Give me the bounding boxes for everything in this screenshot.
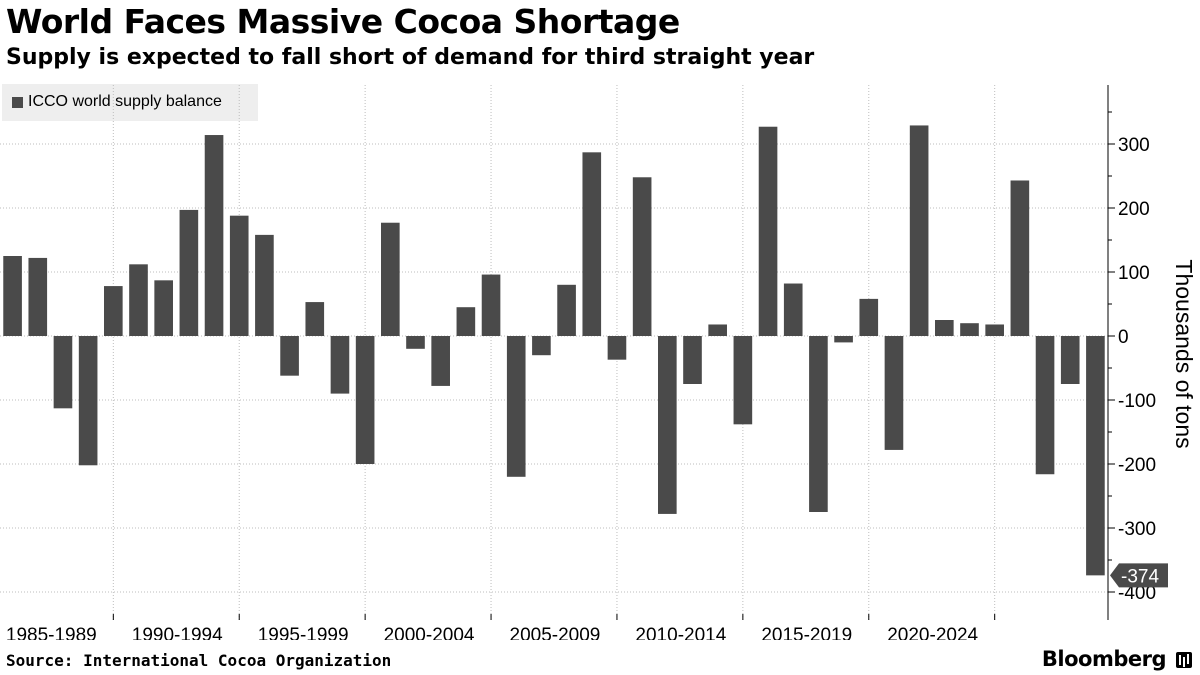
bar (229, 215, 249, 336)
value-callout-box (1110, 563, 1168, 588)
source-note: Source: International Cocoa Organization (6, 651, 392, 670)
bar (330, 336, 350, 394)
bar (532, 336, 551, 356)
y-tick-label: -300 (1118, 519, 1156, 540)
bar (53, 336, 73, 409)
y-tick-label: -100 (1118, 391, 1156, 412)
bloomberg-chart-icon (1176, 652, 1192, 668)
bar (1060, 336, 1080, 384)
x-tick-label: 2000-2004 (384, 625, 475, 640)
bars (3, 125, 1105, 576)
bar (456, 307, 476, 336)
bar (708, 324, 727, 336)
bar (1086, 336, 1105, 576)
x-tick-label: 1995-1999 (258, 625, 349, 640)
legend-swatch (12, 97, 23, 108)
gridlines (0, 85, 1108, 620)
bar (909, 125, 929, 336)
bar (607, 336, 627, 360)
bar (355, 336, 375, 464)
y-tick-label: 200 (1118, 199, 1150, 220)
chart-title: World Faces Massive Cocoa Shortage (6, 2, 680, 41)
bar (280, 336, 299, 376)
bar (783, 283, 803, 336)
bar (935, 320, 954, 336)
bar (557, 284, 576, 336)
bar (985, 324, 1004, 336)
x-tick-label: 2010-2014 (635, 625, 726, 640)
x-tick-label: 1990-1994 (132, 625, 223, 640)
bar (154, 280, 173, 336)
bar (78, 336, 98, 466)
bar (582, 152, 602, 336)
x-tick-label: 2005-2009 (510, 625, 601, 640)
value-callout-label: -374 (1121, 566, 1159, 587)
bar (632, 177, 652, 336)
bar (431, 336, 450, 386)
bar (104, 286, 123, 336)
bar (28, 257, 48, 336)
x-tick-label: 2020-2024 (887, 625, 978, 640)
x-tick-label: 1985-1989 (6, 625, 97, 640)
bar (658, 336, 677, 514)
chart-subtitle: Supply is expected to fall short of dema… (6, 45, 815, 70)
bar (381, 222, 400, 336)
bar (3, 256, 22, 336)
y-tick-label: 0 (1118, 327, 1129, 348)
bar (859, 298, 879, 336)
bar (406, 336, 425, 349)
y-axis-title: Thousands of tons (1171, 259, 1197, 448)
bar (129, 264, 148, 336)
bar (834, 336, 853, 343)
bar (255, 234, 274, 336)
bar (884, 336, 904, 450)
bar (1010, 180, 1030, 336)
y-tick-label: -200 (1118, 455, 1156, 476)
bar (305, 302, 325, 336)
bar (1035, 336, 1055, 475)
x-tick-label: 2015-2019 (761, 625, 852, 640)
bar (683, 336, 702, 384)
chart-legend: ICCO world supply balance (2, 84, 258, 121)
value-callout: -374 (1110, 563, 1168, 588)
bar-chart: -400 -300 -200 -100 0 100 200 300 1985-1989 1990… (0, 85, 1197, 640)
bar (758, 126, 778, 336)
bar (481, 274, 501, 336)
bar (733, 336, 753, 425)
bar (809, 336, 828, 512)
bar (506, 336, 526, 477)
x-axis-labels: 1985-1989 1990-1994 1995-1999 2000-2004 2005… (6, 625, 979, 640)
bar (204, 135, 224, 336)
bar (960, 323, 979, 336)
y-tick-label: 300 (1118, 135, 1150, 156)
y-tick-label: -400 (1118, 583, 1156, 604)
bar (179, 209, 199, 336)
y-tick-label: 100 (1118, 263, 1150, 284)
legend-label: ICCO world supply balance (28, 93, 222, 110)
bloomberg-logo: Bloomberg (1041, 647, 1167, 671)
y-axis: -400 -300 -200 -100 0 100 200 300 (112, 85, 1156, 620)
